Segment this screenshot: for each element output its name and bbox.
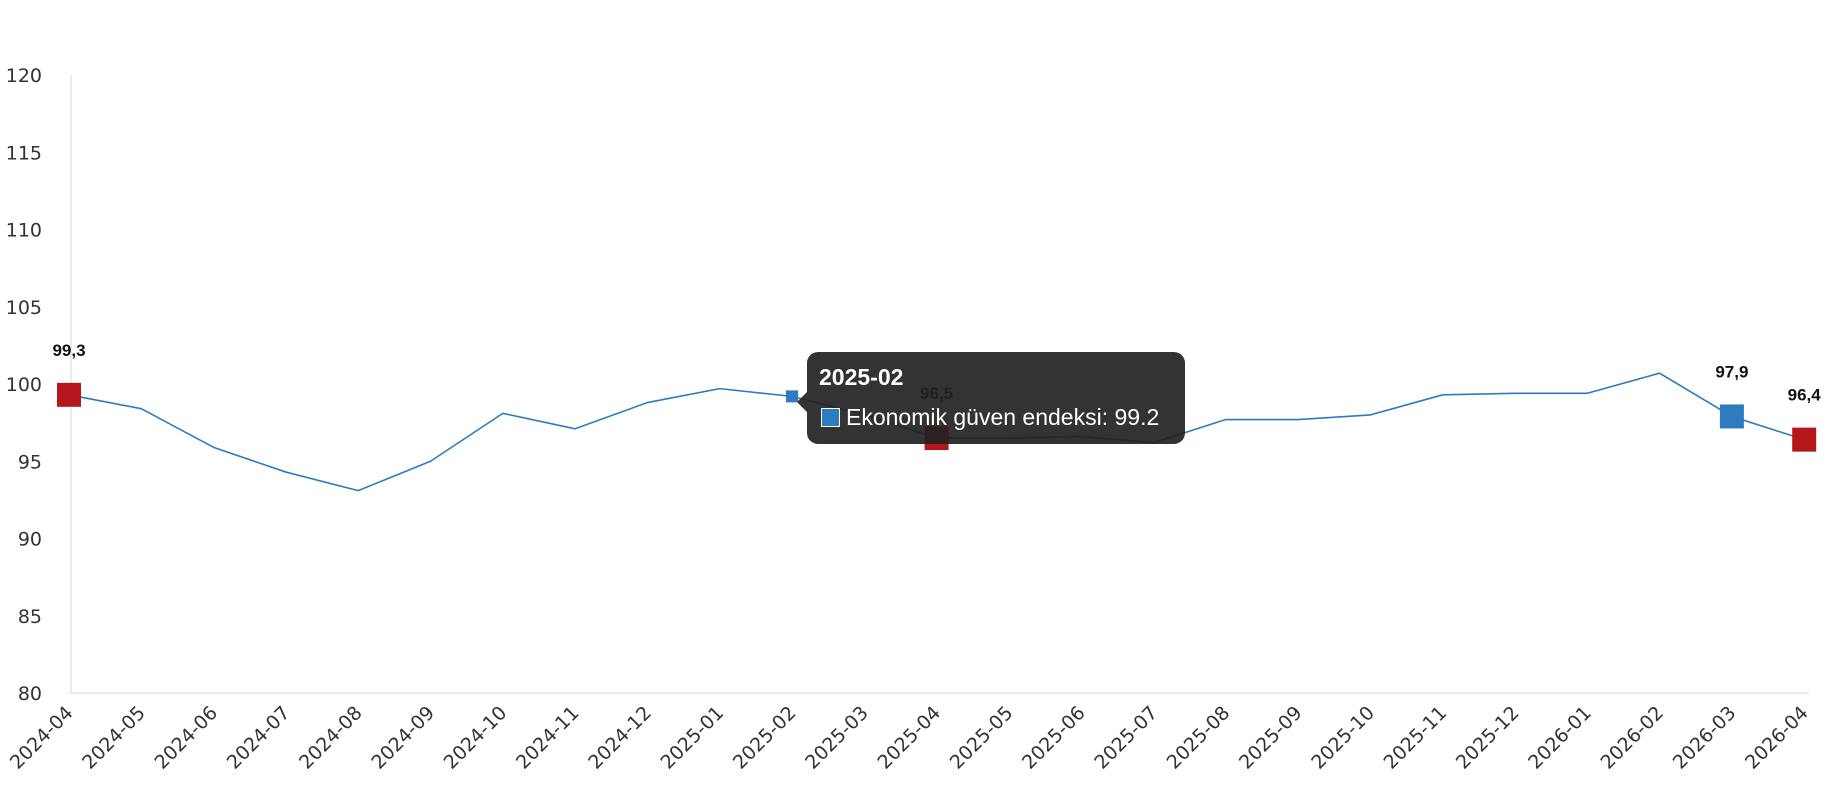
x-tick-label: 2024-05: [78, 702, 150, 774]
x-tick-label: 2025-09: [1235, 702, 1307, 774]
x-tick-label: 2024-07: [223, 702, 295, 774]
x-tick-label: 2024-10: [440, 702, 512, 774]
x-tick-label: 2024-08: [295, 702, 367, 774]
x-tick-label: 2025-08: [1163, 702, 1235, 774]
x-tick-label: 2025-06: [1018, 702, 1090, 774]
chart-tooltip: 2025-02 Ekonomik güven endeksi: 99.2: [797, 352, 1185, 444]
y-tick-label: 85: [18, 606, 42, 628]
y-tick-label: 90: [18, 529, 42, 551]
x-tick-label: 2025-05: [946, 702, 1018, 774]
y-tick-label: 115: [6, 142, 42, 164]
y-tick-label: 80: [18, 683, 42, 705]
point-marker: [1719, 404, 1744, 429]
x-tick-label: 2024-11: [512, 702, 584, 774]
y-axis: 80 85 90 95 100 105 110 115 120: [6, 65, 72, 705]
data-label: 96,4: [1788, 386, 1822, 405]
hovered-point-marker: [786, 390, 798, 403]
data-label: 97,9: [1715, 362, 1748, 381]
tooltip-title: 2025-02: [819, 364, 904, 390]
x-tick-label: 2024-09: [367, 702, 439, 774]
y-tick-label: 100: [6, 374, 42, 396]
x-tick-label: 2025-02: [729, 702, 801, 774]
x-axis: 2024-04 2024-05 2024-06 2024-07 2024-08 2024-…: [6, 692, 1813, 774]
x-tick-label: 2025-12: [1452, 702, 1524, 774]
tooltip-series-name: Ekonomik güven endeksi: [846, 404, 1102, 430]
x-tick-label: 2025-03: [801, 702, 873, 774]
x-tick-label: 2026-04: [1741, 702, 1813, 774]
x-tick-label: 2025-10: [1307, 702, 1379, 774]
y-tick-label: 105: [6, 297, 42, 319]
tooltip-pointer: [797, 392, 807, 412]
x-tick-label: 2024-04: [6, 702, 78, 774]
y-tick-label: 95: [18, 451, 42, 473]
x-tick-label: 2024-06: [150, 702, 222, 774]
y-tick-label: 120: [6, 65, 42, 87]
x-tick-label: 2025-11: [1380, 702, 1452, 774]
point-marker: [1792, 427, 1817, 452]
x-tick-label: 2025-01: [657, 702, 729, 774]
series-swatch-icon: [821, 408, 840, 427]
tooltip-value: 99.2: [1114, 404, 1160, 430]
x-tick-label: 2025-07: [1090, 702, 1162, 774]
data-label: 99,3: [52, 341, 85, 360]
x-tick-label: 2024-12: [584, 702, 656, 774]
x-tick-label: 2025-04: [873, 702, 945, 774]
x-tick-label: 2026-02: [1596, 702, 1668, 774]
tooltip-separator: :: [1101, 404, 1115, 430]
x-tick-label: 2026-03: [1669, 702, 1741, 774]
x-tick-label: 2026-01: [1524, 702, 1596, 774]
point-marker: [57, 382, 81, 407]
tooltip-row: Ekonomik güven endeksi: 99.2: [821, 404, 1159, 431]
y-tick-label: 110: [6, 220, 42, 242]
